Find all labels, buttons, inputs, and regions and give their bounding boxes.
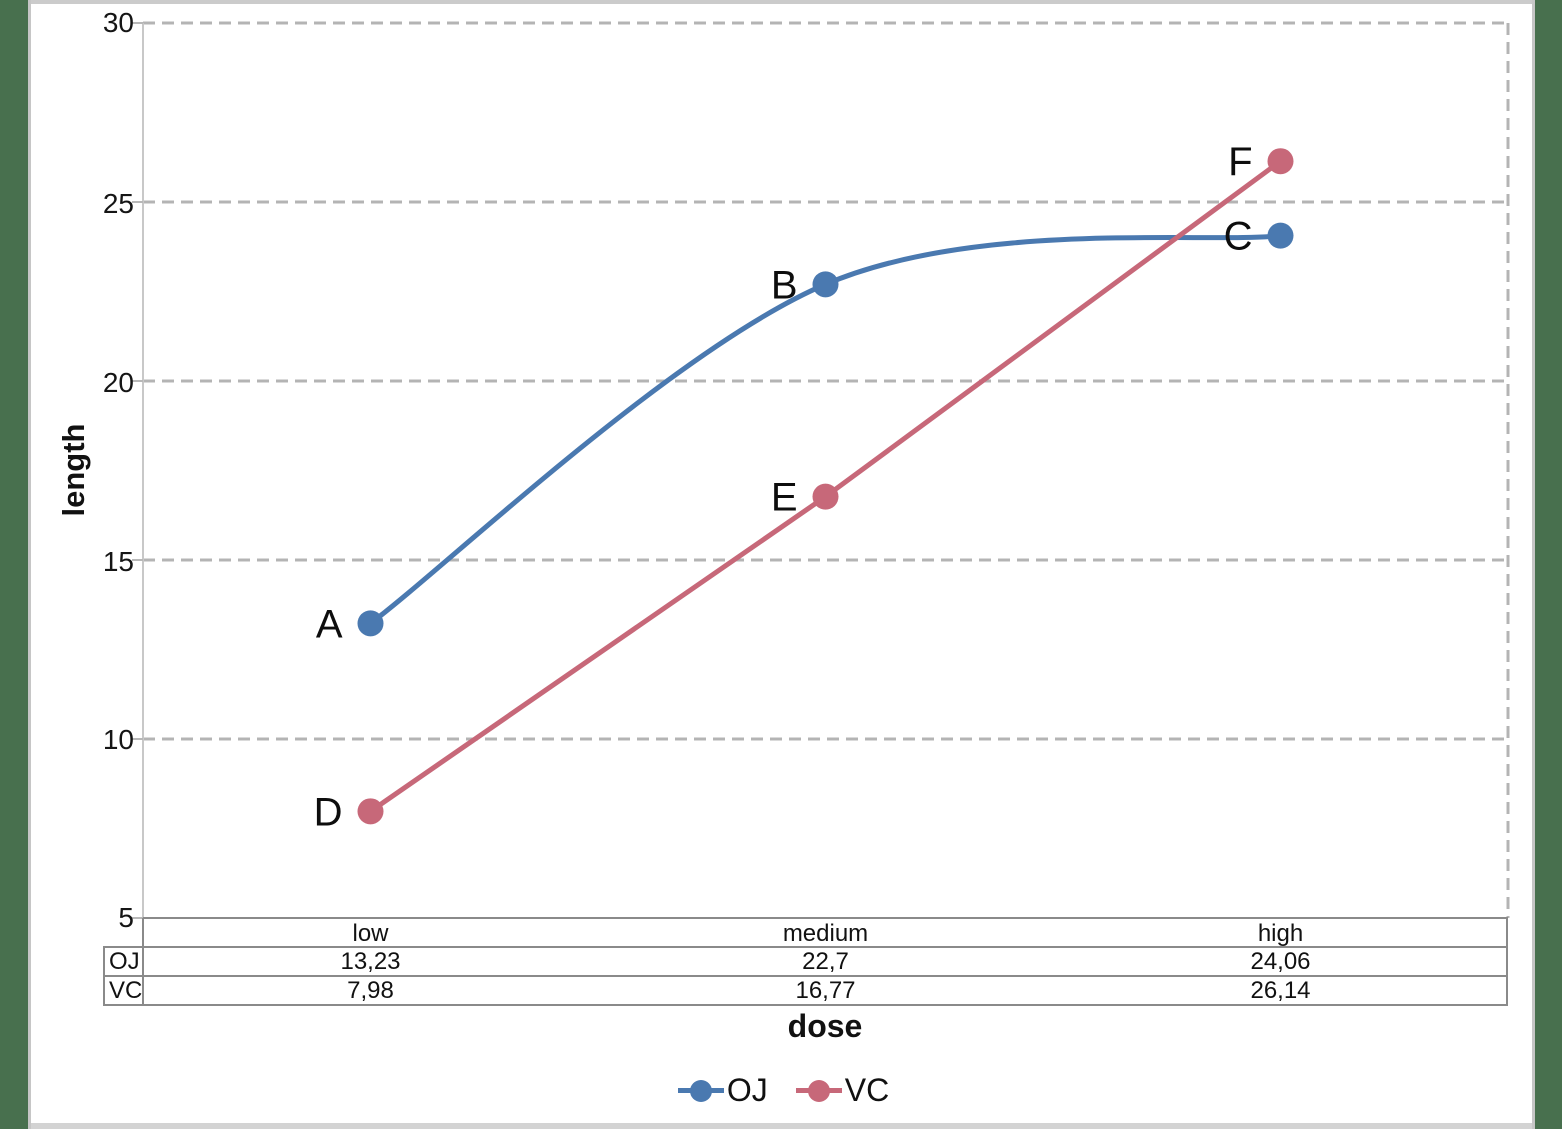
oj-series-marker-icon: [677, 1079, 724, 1102]
x-axis-title: dose: [787, 1008, 863, 1044]
point-label: F: [1228, 140, 1252, 184]
table-row-label-vc: VC: [109, 977, 143, 1004]
y-tick-label: 25: [102, 188, 134, 219]
table-cell: 24,06: [1250, 948, 1311, 975]
table-header-high: high: [1257, 920, 1304, 947]
table-border: [103, 946, 105, 1006]
table-row-label-oj: OJ: [109, 948, 140, 975]
vc-series-marker-icon: [795, 1079, 842, 1102]
y-tick-label: 30: [102, 7, 134, 38]
table-border: [103, 1004, 1508, 1006]
chart-background: [28, 0, 1535, 1129]
legend-label: OJ: [726, 1072, 768, 1108]
table-cell: 26,14: [1250, 977, 1311, 1004]
table-header-low: low: [352, 920, 389, 947]
table-cell: 13,23: [340, 948, 401, 975]
data-point-vc: [812, 483, 839, 510]
table-cell: 16,77: [795, 977, 856, 1004]
data-point-oj: [812, 271, 839, 298]
y-tick-label: 10: [102, 724, 134, 755]
y-axis-title: length: [56, 423, 91, 517]
legend-item-oj: OJ: [677, 1072, 768, 1109]
y-tick-label: 5: [118, 902, 134, 933]
table-border: [142, 918, 144, 1006]
point-label: E: [771, 476, 798, 520]
point-label: C: [1224, 215, 1253, 259]
chart-legend: OJ VC: [101, 1072, 1466, 1109]
point-label: B: [771, 263, 798, 307]
data-point-vc: [1267, 148, 1294, 175]
data-point-oj: [1267, 222, 1294, 249]
point-label: D: [314, 790, 343, 834]
y-tick-label: 20: [102, 367, 134, 398]
data-point-vc: [357, 798, 384, 825]
table-header-medium: medium: [782, 920, 869, 947]
table-border: [103, 946, 1508, 948]
table-border: [1506, 918, 1508, 1006]
table-cell: 7,98: [347, 977, 394, 1004]
data-point-oj: [357, 610, 384, 637]
top-border-strip: [31, 0, 1532, 4]
table-cell: 22,7: [802, 948, 849, 975]
legend-item-vc: VC: [795, 1072, 890, 1109]
table-border: [103, 975, 1508, 977]
legend-label: VC: [844, 1072, 890, 1108]
bottom-border-strip: [31, 1123, 1532, 1129]
y-tick-label: 15: [102, 546, 134, 577]
point-label: A: [316, 602, 343, 646]
